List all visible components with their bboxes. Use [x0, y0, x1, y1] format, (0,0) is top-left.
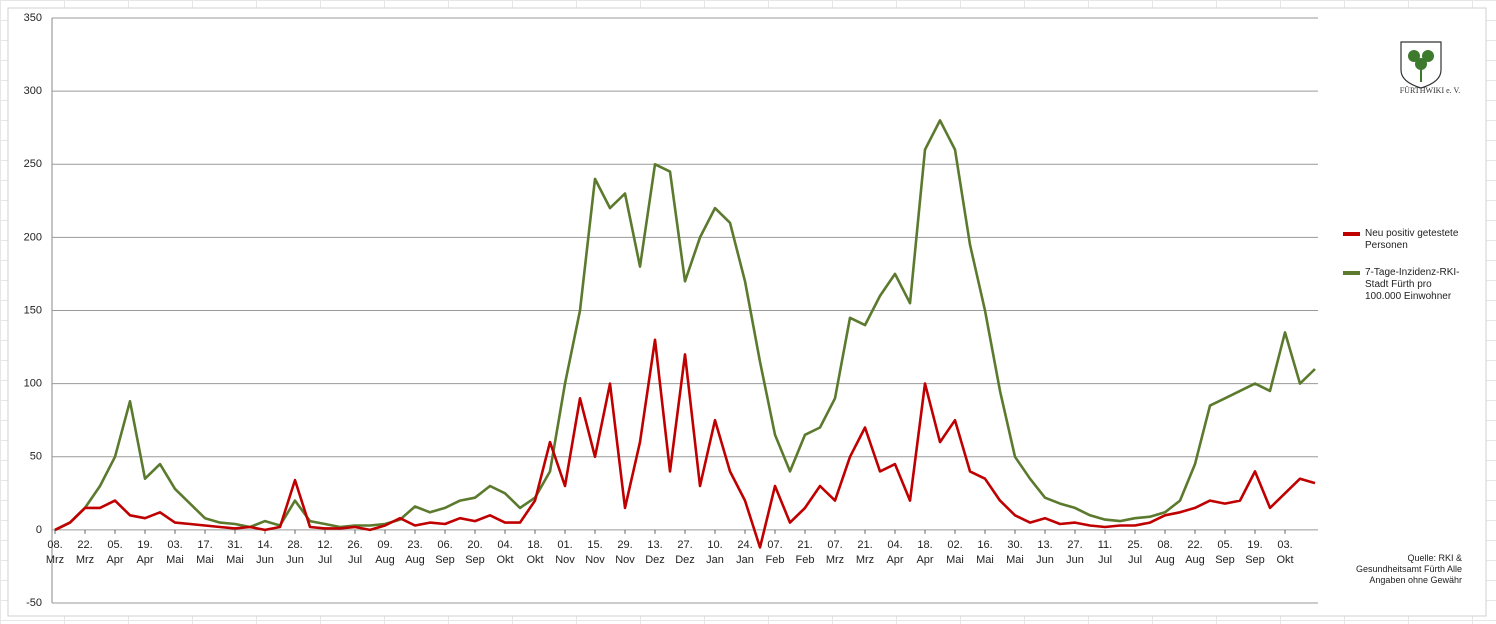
y-tick-label: 50: [30, 451, 42, 463]
source-note: Quelle: RKI & Gesundheitsamt Fürth Alle …: [1355, 553, 1462, 585]
x-tick-label: 27. Jun: [1066, 538, 1084, 566]
x-tick-label: 08. Mrz: [45, 538, 65, 566]
y-tick-label: 200: [24, 231, 42, 243]
x-tick-label: 19. Apr: [136, 538, 154, 566]
x-tick-label: 02. Mai: [946, 538, 964, 566]
legend-label: 7-Tage-Inzidenz-RKI-Stadt Fürth pro 100.…: [1365, 267, 1460, 302]
x-tick-label: 13. Jun: [1036, 538, 1054, 566]
chart-area: [7, 7, 1487, 617]
y-tick-label: 350: [24, 12, 42, 24]
x-tick-label: 27. Dez: [675, 538, 695, 566]
y-tick-label: 0: [36, 524, 42, 536]
x-tick-label: 12. Jul: [317, 538, 333, 566]
x-tick-label: 01. Nov: [555, 538, 575, 566]
x-tick-label: 11. Jul: [1097, 538, 1113, 566]
x-tick-label: 21. Mrz: [855, 538, 875, 566]
series-line: [54, 338, 1316, 549]
x-tick-label: 07. Feb: [765, 538, 785, 566]
x-tick-label: 16. Mai: [976, 538, 994, 566]
logo-emblem: [1400, 41, 1442, 89]
x-tick-label: 03. Mai: [166, 538, 184, 566]
x-tick-label: 23. Aug: [405, 538, 425, 566]
x-tick-label: 09. Aug: [375, 538, 395, 566]
x-tick-label: 25. Jul: [1127, 538, 1143, 566]
x-tick-label: 24. Jan: [736, 538, 754, 566]
x-tick-label: 04. Okt: [496, 538, 514, 566]
x-tick-label: 29. Nov: [615, 538, 635, 566]
x-tick-label: 07. Mrz: [825, 538, 845, 566]
x-tick-label: 08. Aug: [1155, 538, 1175, 566]
x-tick-label: 14. Jun: [256, 538, 274, 566]
x-tick-label: 03. Okt: [1276, 538, 1294, 566]
x-tick-label: 21. Feb: [795, 538, 815, 566]
x-tick-label: 17. Mai: [196, 538, 214, 566]
x-tick-label: 22. Aug: [1185, 538, 1205, 566]
x-tick-label: 28. Jun: [286, 538, 304, 566]
x-tick-label: 18. Apr: [916, 538, 934, 566]
y-tick-label: 100: [24, 378, 42, 390]
x-tick-label: 05. Sep: [1215, 538, 1235, 566]
x-tick-label: 04. Apr: [886, 538, 904, 566]
x-tick-label: 30. Mai: [1006, 538, 1024, 566]
x-tick-label: 05. Apr: [106, 538, 124, 566]
x-tick-label: 22. Mrz: [75, 538, 95, 566]
series-line: [54, 119, 1316, 532]
x-tick-label: 06. Sep: [435, 538, 455, 566]
y-tick-label: 300: [24, 85, 42, 97]
y-tick-label: -50: [26, 597, 42, 609]
x-tick-label: 13. Dez: [645, 538, 665, 566]
x-tick-label: 15. Nov: [585, 538, 605, 566]
y-tick-label: 150: [24, 304, 42, 316]
x-tick-label: 19. Sep: [1245, 538, 1265, 566]
x-tick-label: 10. Jan: [706, 538, 724, 566]
x-tick-label: 18. Okt: [526, 538, 544, 566]
legend-label: Neu positiv getestete Personen: [1365, 228, 1459, 251]
x-tick-label: 20. Sep: [465, 538, 485, 566]
y-tick-label: 250: [24, 158, 42, 170]
x-tick-label: 31. Mai: [226, 538, 244, 566]
x-tick-label: 26. Jul: [347, 538, 363, 566]
logo-text: FÜRTHWIKI e. V.: [1399, 86, 1461, 95]
